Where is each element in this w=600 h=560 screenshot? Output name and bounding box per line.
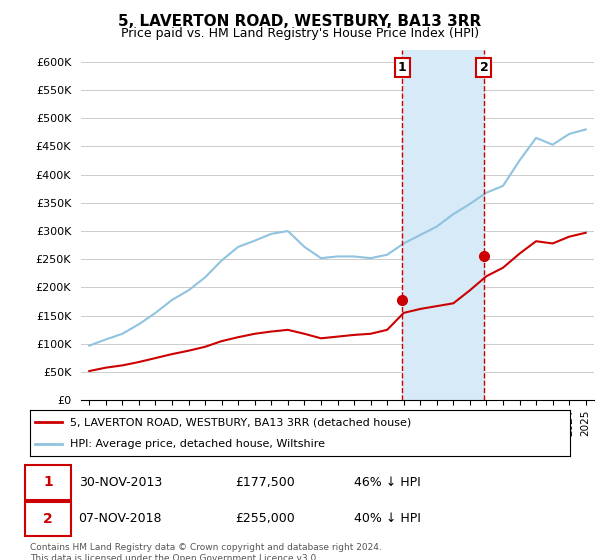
Text: 1: 1 <box>398 61 406 74</box>
Bar <box>402 50 484 400</box>
Text: Price paid vs. HM Land Registry's House Price Index (HPI): Price paid vs. HM Land Registry's House … <box>121 27 479 40</box>
Text: £255,000: £255,000 <box>235 512 295 525</box>
Text: 2: 2 <box>479 61 488 74</box>
Text: 30-NOV-2013: 30-NOV-2013 <box>79 475 162 489</box>
Text: HPI: Average price, detached house, Wiltshire: HPI: Average price, detached house, Wilt… <box>71 440 325 450</box>
Text: Contains HM Land Registry data © Crown copyright and database right 2024.
This d: Contains HM Land Registry data © Crown c… <box>30 543 382 560</box>
Text: 07-NOV-2018: 07-NOV-2018 <box>79 512 162 525</box>
Text: 5, LAVERTON ROAD, WESTBURY, BA13 3RR (detached house): 5, LAVERTON ROAD, WESTBURY, BA13 3RR (de… <box>71 417 412 427</box>
Text: 1: 1 <box>43 475 53 489</box>
Text: 2: 2 <box>43 512 53 525</box>
Text: 40% ↓ HPI: 40% ↓ HPI <box>354 512 421 525</box>
Text: 46% ↓ HPI: 46% ↓ HPI <box>354 475 421 489</box>
Text: £177,500: £177,500 <box>235 475 295 489</box>
Text: 5, LAVERTON ROAD, WESTBURY, BA13 3RR: 5, LAVERTON ROAD, WESTBURY, BA13 3RR <box>118 14 482 29</box>
